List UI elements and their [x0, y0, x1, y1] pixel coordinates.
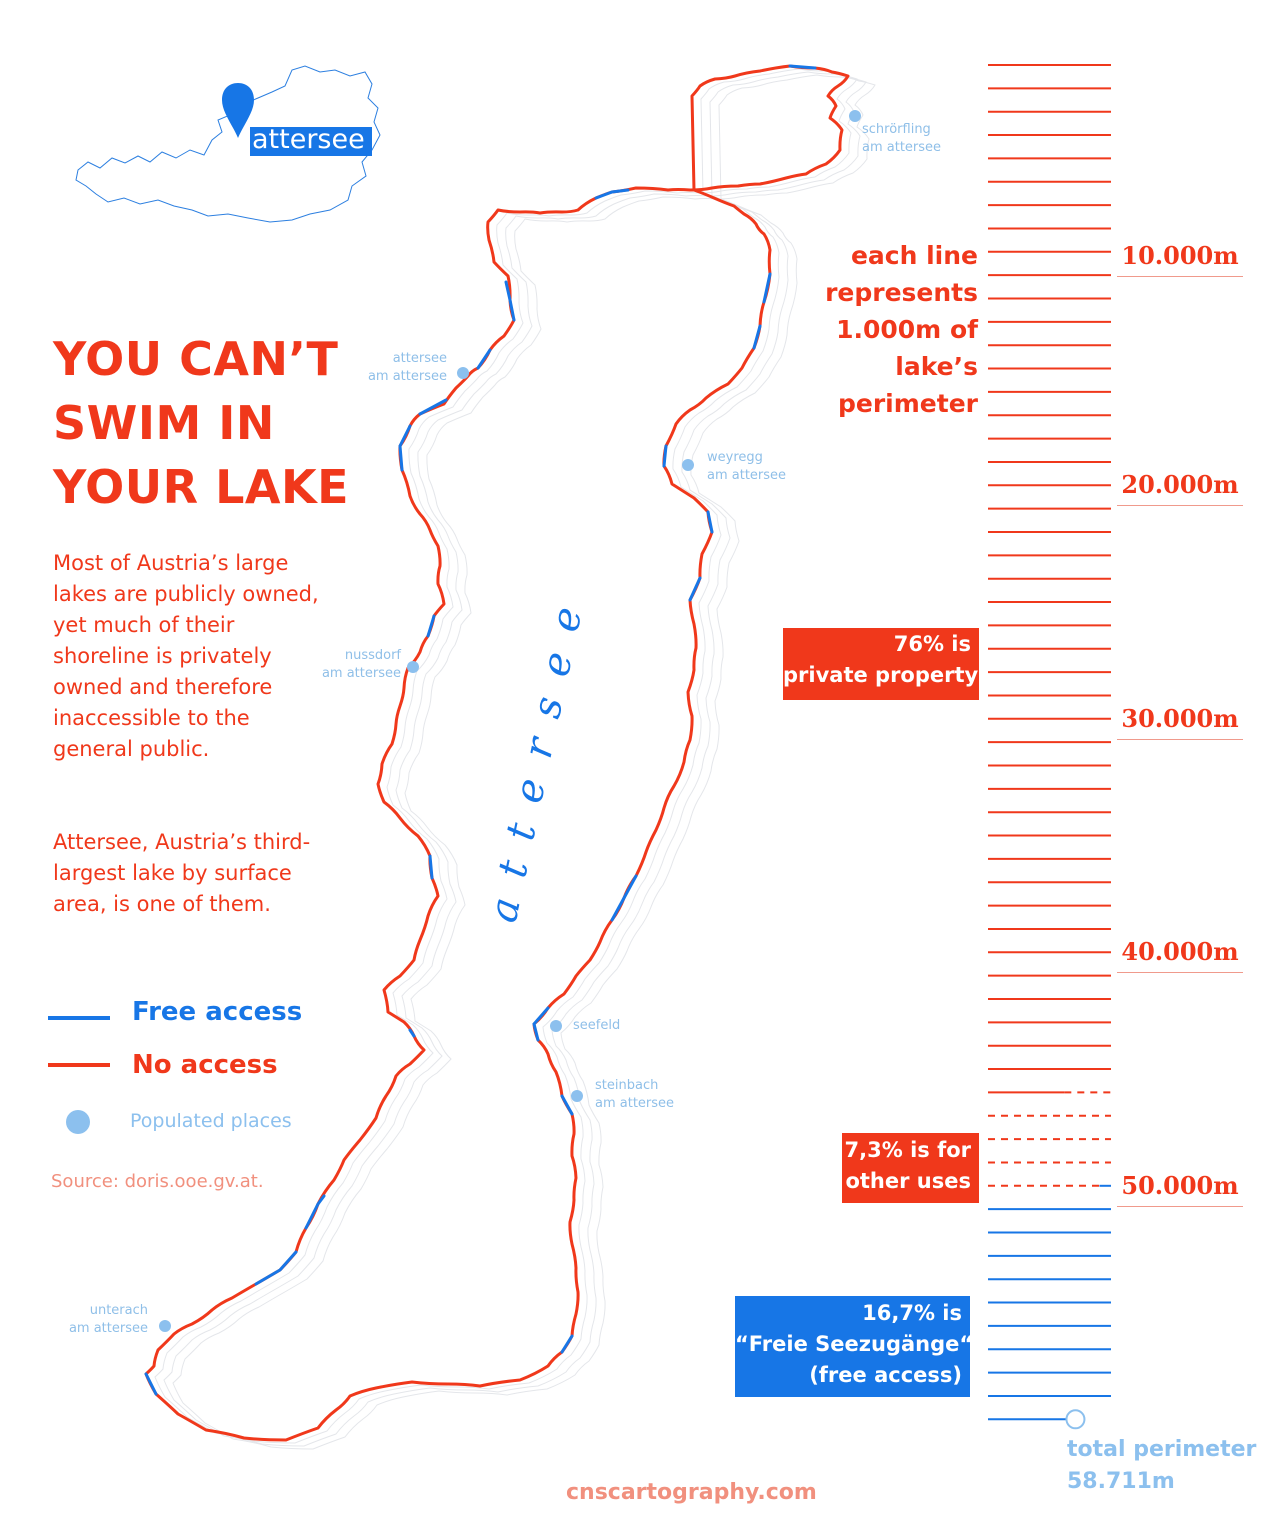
legend-free-access-line — [48, 1016, 110, 1020]
private-property-box: 76% is private property — [783, 628, 979, 700]
free-access-segment — [688, 576, 702, 602]
free-access-segment — [610, 874, 638, 922]
distance-label-20000: 20.000m — [1117, 470, 1243, 506]
free-access-segment — [532, 1006, 550, 1042]
free-access-segment — [504, 280, 516, 322]
free-access-box: 16,7% is “Freie Seezugänge“ (free access… — [735, 1296, 973, 1397]
place-label-schrorfling: schrörfling am attersee — [862, 122, 942, 155]
free-access-segment — [762, 272, 772, 304]
source-note: Source: doris.ooe.gv.at. — [51, 1171, 264, 1192]
free-access-segment — [594, 188, 630, 200]
free-access-segment — [428, 854, 434, 880]
legend-populated-dot — [66, 1110, 90, 1134]
free-access-segment — [788, 64, 817, 70]
free-access-segment — [304, 1194, 326, 1230]
inset-map-label: attersee — [252, 124, 365, 155]
place-dot-schrorfling — [849, 110, 861, 122]
free-access-segment — [752, 324, 762, 350]
place-dot-attersee — [457, 367, 469, 379]
legend-populated-label: Populated places — [130, 1110, 292, 1132]
perimeter-scale — [988, 64, 1111, 1430]
location-pin-icon — [222, 83, 254, 138]
austria-inset-map — [75, 65, 381, 223]
title-line-2: SWIM IN — [53, 396, 275, 450]
other-uses-box: 7,3% is for other uses — [842, 1133, 979, 1203]
free-access-segment — [408, 1028, 416, 1038]
free-access-segment — [398, 424, 412, 472]
title-line-3: YOUR LAKE — [53, 460, 350, 514]
place-label-steinbach: steinbach am attersee — [595, 1078, 675, 1111]
free-access-segment — [426, 614, 436, 638]
place-dot-nussdorf — [407, 661, 419, 673]
legend-no-access-line — [48, 1063, 110, 1067]
place-label-seefeld: seefeld — [573, 1018, 621, 1033]
distance-label-50000: 50.000m — [1117, 1171, 1243, 1207]
free-access-segment — [706, 510, 714, 534]
free-access-segment — [560, 1334, 574, 1354]
free-access-segment — [418, 398, 448, 416]
scale-note: each line represents 1.000m of lake’s pe… — [825, 241, 978, 418]
place-dot-steinbach — [571, 1090, 583, 1102]
distance-label-10000: 10.000m — [1117, 241, 1243, 277]
place-dot-seefeld — [550, 1020, 562, 1032]
description-paragraph-2: Attersee, Austria’s third-largest lake b… — [53, 830, 311, 916]
place-label-nussdorf: nussdorf am attersee — [321, 648, 401, 681]
place-label-unterach: unterach am attersee — [68, 1303, 148, 1336]
lake-halo — [154, 68, 876, 1450]
austria-outline — [75, 65, 381, 223]
legend-free-access-label: Free access — [132, 997, 303, 1027]
distance-label-40000: 40.000m — [1117, 937, 1243, 973]
free-access-segment — [560, 1094, 574, 1116]
legend-no-access-label: No access — [132, 1050, 278, 1080]
distance-label-30000: 30.000m — [1117, 704, 1243, 740]
inset-label-bg — [250, 127, 372, 156]
total-perimeter-label: total perimeter 58.711m — [1067, 1437, 1257, 1494]
free-access-segment — [662, 444, 668, 468]
total-perimeter-marker — [1065, 1409, 1086, 1430]
place-dot-weyregg — [682, 459, 694, 471]
description-paragraph-1: Most of Austria’s large lakes are public… — [53, 551, 319, 761]
free-access-segment — [144, 1372, 158, 1396]
place-dot-unterach — [159, 1320, 171, 1332]
shoreline-free-access — [144, 64, 817, 1396]
credit-link[interactable]: cnscartography.com — [566, 1480, 817, 1505]
place-label-attersee: attersee am attersee — [367, 351, 447, 384]
title-line-1: YOU CAN’T — [53, 332, 339, 386]
place-label-weyregg: weyregg am attersee — [707, 450, 787, 483]
free-access-segment — [476, 348, 492, 370]
free-access-segment — [254, 1250, 298, 1286]
